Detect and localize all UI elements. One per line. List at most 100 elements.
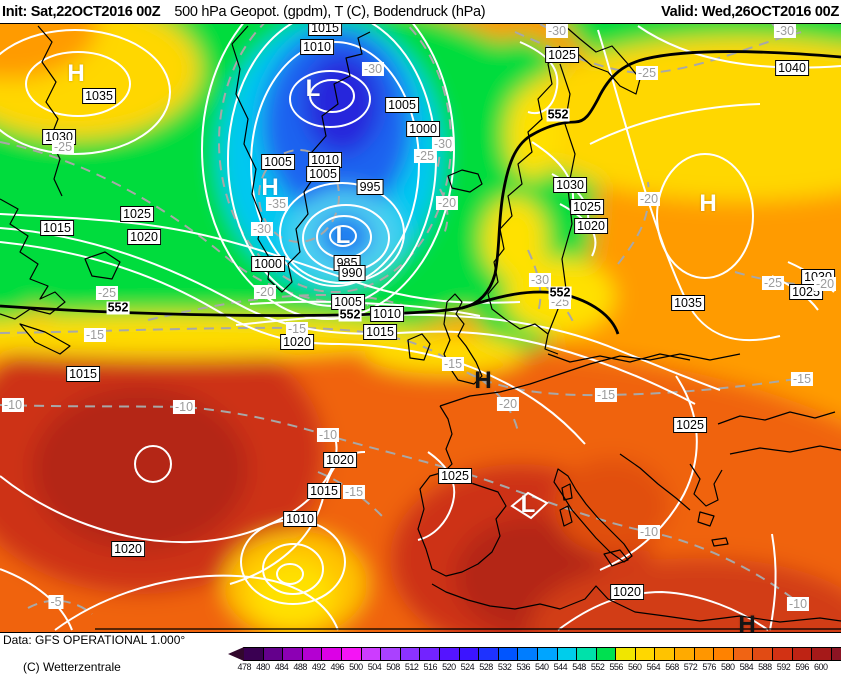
pressure-center-marker: H xyxy=(738,611,756,633)
colorbar-cell xyxy=(419,647,440,661)
pressure-label: 1020 xyxy=(127,229,161,245)
geopotential-552-label: 552 xyxy=(338,307,362,322)
colorbar-cell xyxy=(595,647,617,661)
colorbar-cell xyxy=(380,647,401,661)
colorbar-tick: 584 xyxy=(739,662,754,672)
geopotential-552-label: 552 xyxy=(548,285,572,300)
pressure-center-marker: H xyxy=(261,174,279,201)
color-field xyxy=(0,24,841,632)
geopotential-552-label: 552 xyxy=(106,300,130,315)
pressure-label: 1015 xyxy=(308,24,342,36)
pressure-label: 1000 xyxy=(251,256,285,272)
colorbar-tick: 560 xyxy=(628,662,642,672)
pressure-center-marker: L xyxy=(305,75,321,102)
pressure-center-marker: H xyxy=(67,60,85,87)
colorbar-tick: 496 xyxy=(330,662,345,672)
temperature-label: -10 xyxy=(637,525,661,539)
pressure-label: 1000 xyxy=(406,121,440,137)
pressure-label: 1005 xyxy=(306,166,340,182)
colorbar-tick: 596 xyxy=(795,662,809,672)
pressure-label: 1005 xyxy=(331,294,365,310)
temperature-label: -15 xyxy=(594,388,618,402)
geopotential-labels: 552 552 552 552 xyxy=(0,24,841,632)
colorbar-tick: 580 xyxy=(720,662,735,672)
colorbar-cell xyxy=(340,647,362,661)
colorbar-cell xyxy=(654,647,676,661)
colorbar-tick: 592 xyxy=(776,662,791,672)
colorbar-cell xyxy=(791,647,813,661)
pressure-label: 1025 xyxy=(120,206,154,222)
colorbar-cell xyxy=(458,647,480,661)
colorbar-cell xyxy=(674,647,695,661)
colorbar-cell xyxy=(752,647,774,661)
copyright-line: (C) Wetterzentrale xyxy=(23,660,121,674)
colorbar-tick: 532 xyxy=(497,662,512,672)
temperature-label: -10 xyxy=(786,597,810,611)
colorbar-cell xyxy=(438,647,460,661)
temperature-labels: -30 -30 -30 -30 -30 -30 -35 -25 -25 -25 -25 -25 -25-… xyxy=(0,24,841,632)
pressure-label: 1025 xyxy=(545,47,579,63)
pressure-label: 1010 xyxy=(370,306,404,322)
colorbar-tick: 536 xyxy=(516,662,530,672)
temperature-label: -25 xyxy=(761,276,785,290)
colorbar-tick: 552 xyxy=(590,662,605,672)
temperature-label: -15 xyxy=(83,328,107,342)
temperature-label: -30 xyxy=(545,24,569,38)
temperature-label: -25 xyxy=(413,149,437,163)
colorbar-cell xyxy=(399,647,421,661)
pressure-label: 995 xyxy=(356,179,384,195)
temperature-label: -30 xyxy=(528,273,552,287)
colorbar-tick: 568 xyxy=(665,662,679,672)
colorbar-tick: 588 xyxy=(758,662,772,672)
colorbar-tick: 600 xyxy=(813,662,828,672)
coastlines xyxy=(0,25,841,630)
valid-datetime: Valid: Wed,26OCT2016 00Z xyxy=(661,3,839,20)
colorbar-tick: 548 xyxy=(572,662,586,672)
chart-header: Init: Sat,22OCT2016 00Z 500 hPa Geopot. … xyxy=(0,0,841,23)
pressure-label: 1015 xyxy=(66,366,100,382)
temperature-label: -10 xyxy=(172,400,196,414)
colorbar-cell xyxy=(360,647,382,661)
pressure-center-marker: L xyxy=(335,222,351,249)
colorbar-cell xyxy=(478,647,499,661)
pressure-labels: 1015 1010 1005 1000 1025 1040 1035 1030 1005 1010… xyxy=(0,24,841,632)
pressure-center-markers: H H H H H L L L xyxy=(0,24,841,632)
colorbar-cell xyxy=(830,647,841,661)
colorbar-cell xyxy=(517,647,538,661)
colorbar-tick: 500 xyxy=(349,662,363,672)
temperature-label: -25 xyxy=(635,66,659,80)
colorbar-tick: 516 xyxy=(423,662,437,672)
pressure-label: 1015 xyxy=(363,324,397,340)
pressure-label: 1010 xyxy=(308,152,342,168)
pressure-label: 1015 xyxy=(40,220,74,236)
temperature-label: -10 xyxy=(316,428,340,442)
temperature-label: -20 xyxy=(496,397,520,411)
pressure-label: 1025 xyxy=(438,468,472,484)
colorbar-tick: 512 xyxy=(404,662,419,672)
temperature-label: -35 xyxy=(265,197,289,211)
colorbar-cell xyxy=(536,647,558,661)
pressure-center-marker: H xyxy=(474,367,492,394)
pressure-label: 1040 xyxy=(775,60,809,76)
pressure-label: 1005 xyxy=(385,97,419,113)
temperature-label: -15 xyxy=(285,322,309,336)
colorbar-tick: 556 xyxy=(609,662,623,672)
colorbar-cell xyxy=(693,647,715,661)
isobar-contours xyxy=(0,24,841,631)
weather-map-svg xyxy=(0,24,841,632)
colorbar-tick: 508 xyxy=(386,662,400,672)
pressure-label: 1025 xyxy=(673,417,707,433)
colorbar-tick: 528 xyxy=(479,662,493,672)
pressure-label: 1020 xyxy=(610,584,644,600)
pressure-label: 1005 xyxy=(261,154,295,170)
colorbar-tick: 484 xyxy=(274,662,289,672)
colorbar-cell xyxy=(634,647,656,661)
chart-footer: Data: GFS OPERATIONAL 1.000° (C) Wetterz… xyxy=(0,633,841,675)
pressure-label: 1010 xyxy=(283,511,317,527)
chart-title: 500 hPa Geopot. (gpdm), T (C), Bodendruc… xyxy=(174,3,486,20)
pressure-label: 1035 xyxy=(671,295,705,311)
colorbar-tick: 520 xyxy=(442,662,456,672)
colorbar-cell xyxy=(301,647,323,661)
pressure-label: 1035 xyxy=(82,88,116,104)
